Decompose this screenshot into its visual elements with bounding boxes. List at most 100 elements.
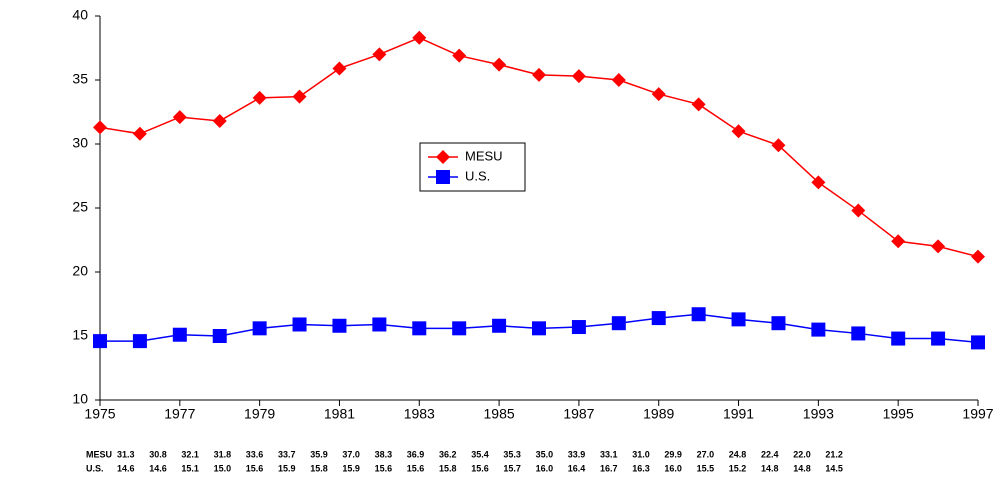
point [252, 90, 267, 105]
point [372, 47, 387, 62]
series [93, 307, 985, 350]
table-value: 32.1 [181, 449, 199, 459]
legend-marker [436, 170, 450, 184]
table-value: 38.3 [375, 449, 393, 459]
point [651, 311, 666, 326]
table-value: 15.2 [729, 463, 747, 473]
table-row-label: MESU [86, 449, 112, 459]
table-value: 36.9 [407, 449, 425, 459]
point [412, 30, 427, 45]
point [132, 334, 147, 349]
point [571, 69, 586, 84]
point [492, 318, 507, 333]
table-value: 15.7 [503, 463, 521, 473]
table-value: 14.6 [149, 463, 167, 473]
table-value: 15.9 [342, 463, 360, 473]
point [332, 61, 347, 76]
point [571, 320, 586, 335]
table-value: 14.6 [117, 463, 135, 473]
table-value: 36.2 [439, 449, 457, 459]
point [971, 249, 985, 264]
point [811, 175, 826, 190]
x-tick-label: 1977 [164, 406, 195, 422]
table-value: 30.8 [149, 449, 167, 459]
table-value: 14.8 [793, 463, 811, 473]
point [611, 316, 626, 331]
table-value: 22.0 [793, 449, 811, 459]
point [532, 67, 546, 82]
point [691, 97, 706, 112]
table-value: 33.7 [278, 449, 296, 459]
point [93, 120, 107, 135]
y-tick-label: 10 [72, 391, 88, 407]
point [811, 322, 826, 337]
point [931, 331, 946, 346]
y-tick-label: 15 [72, 327, 88, 343]
table-value: 15.6 [246, 463, 264, 473]
x-tick-label: 1987 [563, 406, 594, 422]
y-tick-label: 25 [72, 199, 88, 215]
table-value: 15.5 [697, 463, 715, 473]
point [452, 48, 467, 63]
x-tick-label: 1997 [962, 406, 993, 422]
table-value: 31.0 [632, 449, 650, 459]
table-value: 16.3 [632, 463, 650, 473]
x-tick-label: 1975 [84, 406, 115, 422]
table-value: 16.7 [600, 463, 618, 473]
point [332, 318, 347, 333]
table-value: 31.3 [117, 449, 135, 459]
point [212, 113, 227, 128]
table-value: 15.8 [439, 463, 457, 473]
point [891, 331, 906, 346]
table-value: 15.9 [278, 463, 296, 473]
table-value: 16.0 [664, 463, 682, 473]
point [771, 138, 786, 153]
point [851, 326, 866, 341]
point [412, 321, 427, 336]
y-tick-label: 30 [72, 135, 88, 151]
point [971, 335, 985, 350]
table-value: 24.8 [729, 449, 747, 459]
table-value: 31.8 [214, 449, 232, 459]
point [452, 321, 467, 336]
table-value: 29.9 [664, 449, 682, 459]
x-tick-label: 1985 [484, 406, 515, 422]
table-value: 16.4 [568, 463, 586, 473]
x-tick-label: 1995 [883, 406, 914, 422]
table-value: 15.6 [375, 463, 393, 473]
table-value: 22.4 [761, 449, 779, 459]
point [731, 124, 746, 139]
table-value: 33.9 [568, 449, 586, 459]
table-value: 33.1 [600, 449, 618, 459]
point [252, 321, 267, 336]
legend-label: MESU [465, 148, 503, 163]
table-value: 35.4 [471, 449, 489, 459]
point [731, 312, 746, 327]
table-value: 33.6 [246, 449, 264, 459]
point [93, 334, 107, 349]
point [691, 307, 706, 322]
x-tick-label: 1983 [404, 406, 435, 422]
table-value: 14.5 [825, 463, 843, 473]
table-value: 16.0 [536, 463, 554, 473]
table-value: 15.6 [471, 463, 489, 473]
y-tick-label: 20 [72, 263, 88, 279]
table-value: 14.8 [761, 463, 779, 473]
x-tick-label: 1981 [324, 406, 355, 422]
table-value: 27.0 [697, 449, 715, 459]
point [532, 321, 546, 336]
point [292, 317, 307, 332]
point [372, 317, 387, 332]
y-tick-label: 40 [72, 7, 88, 23]
table-value: 35.9 [310, 449, 328, 459]
legend-marker [436, 150, 450, 164]
x-tick-label: 1989 [643, 406, 674, 422]
x-tick-label: 1991 [723, 406, 754, 422]
legend: MESU U.S. [419, 142, 526, 192]
point [292, 89, 307, 104]
x-tick-label: 1993 [803, 406, 834, 422]
point [172, 327, 187, 342]
table-value: 21.2 [825, 449, 843, 459]
series [93, 30, 985, 264]
point [651, 87, 666, 102]
